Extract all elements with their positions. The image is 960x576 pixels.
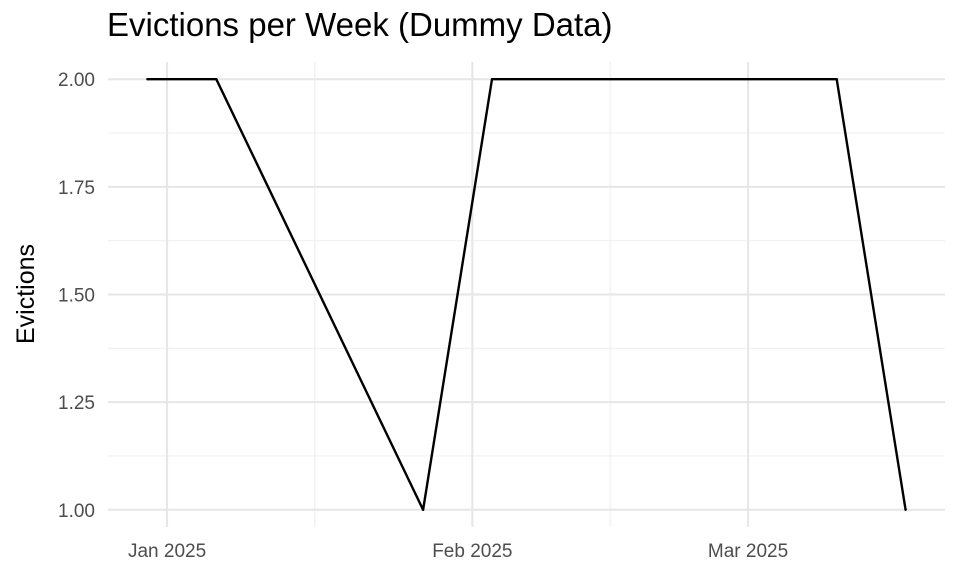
- chart-title: Evictions per Week (Dummy Data): [107, 6, 613, 43]
- y-tick-label: 1.25: [58, 393, 95, 414]
- x-tick-label: Feb 2025: [432, 541, 512, 562]
- y-axis-title: Evictions: [12, 244, 40, 344]
- y-tick-label: 1.00: [58, 501, 95, 522]
- y-tick-label: 1.75: [58, 178, 95, 199]
- series-layer: [146, 77, 907, 511]
- y-tick-label: 2.00: [58, 70, 95, 91]
- major-gridlines: [108, 62, 945, 527]
- series-line: [147, 77, 907, 511]
- data-point: [904, 508, 907, 511]
- x-tick-label: Jan 2025: [128, 541, 206, 562]
- data-point: [421, 508, 425, 511]
- y-tick-label: 1.50: [58, 286, 95, 307]
- data-point: [215, 78, 218, 81]
- data-point: [490, 78, 494, 81]
- data-point: [146, 78, 149, 81]
- data-point: [835, 78, 838, 81]
- x-tick-label: Mar 2025: [708, 541, 788, 562]
- x-axis-ticks: Jan 2025 Feb 2025 Mar 2025: [128, 541, 788, 562]
- y-axis-ticks: 1.00 1.25 1.50 1.75 2.00: [58, 70, 95, 522]
